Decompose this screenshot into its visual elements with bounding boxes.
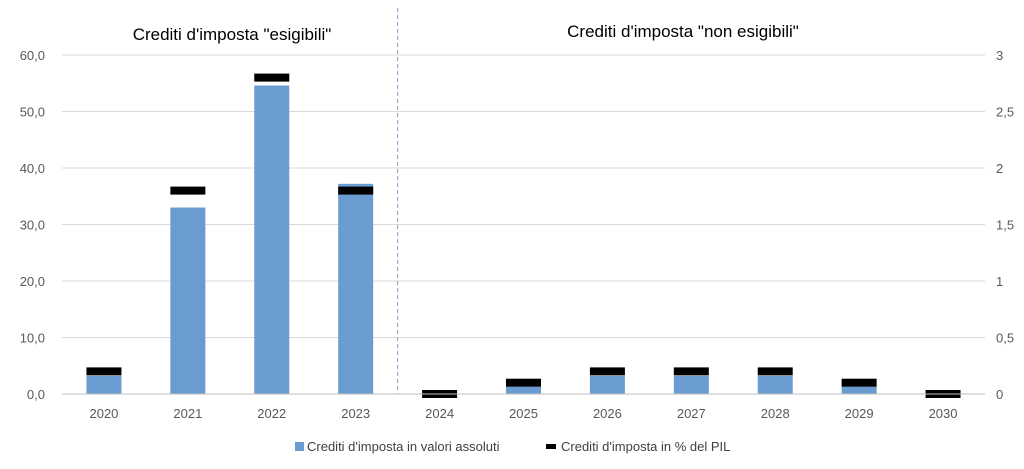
section-title-esigibili: Crediti d'imposta "esigibili" [133, 25, 332, 44]
left-tick-label: 0,0 [27, 387, 45, 402]
x-tick-label: 2021 [173, 406, 202, 421]
section-title-non-esigibili: Crediti d'imposta "non esigibili" [567, 22, 799, 41]
left-axis-ticks: 0,0 10,0 20,0 30,0 40,0 50,0 60,0 [20, 48, 45, 402]
right-tick-label: 1,5 [996, 218, 1014, 233]
bar-2021 [170, 207, 206, 394]
right-tick-label: 0 [996, 387, 1003, 402]
gridlines [62, 54, 985, 338]
pil-marker-2026 [589, 367, 625, 376]
left-tick-label: 60,0 [20, 48, 45, 63]
x-tick-label: 2029 [845, 406, 874, 421]
x-tick-label: 2020 [89, 406, 118, 421]
x-tick-label: 2028 [761, 406, 790, 421]
left-tick-label: 40,0 [20, 161, 45, 176]
pil-marker-2029 [841, 378, 877, 387]
left-tick-label: 30,0 [20, 218, 45, 233]
pil-marker-2027 [673, 367, 709, 376]
legend-label-pil: Crediti d'imposta in % del PIL [561, 439, 730, 454]
right-axis-ticks: 0 0,5 1 1,5 2 2,5 3 [996, 48, 1014, 402]
bar-2026 [589, 375, 625, 394]
right-tick-label: 2,5 [996, 105, 1014, 120]
right-tick-label: 1 [996, 274, 1003, 289]
pil-marker-2020 [86, 367, 122, 376]
legend-swatch-pil [546, 444, 556, 449]
bar-2029 [841, 386, 877, 394]
legend: Crediti d'imposta in valori assoluti Cre… [295, 439, 730, 454]
pil-marker-2028 [757, 367, 793, 376]
x-tick-label: 2030 [929, 406, 958, 421]
x-tick-label: 2022 [257, 406, 286, 421]
bar-2025 [506, 386, 541, 394]
right-tick-label: 0,5 [996, 331, 1014, 346]
pil-marker-2022 [254, 73, 290, 82]
pil-marker-2025 [506, 378, 541, 387]
x-tick-label: 2026 [593, 406, 622, 421]
pil-marker-2021 [170, 186, 206, 195]
right-tick-label: 3 [996, 48, 1003, 63]
left-tick-label: 10,0 [20, 331, 45, 346]
pil-marker-2023 [338, 186, 374, 195]
left-tick-label: 50,0 [20, 105, 45, 120]
x-tick-label: 2023 [341, 406, 370, 421]
bar-2020 [86, 375, 122, 394]
right-tick-label: 2 [996, 161, 1003, 176]
left-tick-label: 20,0 [20, 274, 45, 289]
x-tick-label: 2024 [425, 406, 454, 421]
bar-2022 [254, 85, 290, 394]
x-tick-label: 2027 [677, 406, 706, 421]
pil-markers [86, 73, 961, 398]
x-tick-label: 2025 [509, 406, 538, 421]
legend-swatch-valori-assoluti [295, 442, 304, 451]
legend-label-valori-assoluti: Crediti d'imposta in valori assoluti [307, 439, 500, 454]
bar-2027 [673, 375, 709, 394]
bars [86, 85, 877, 394]
x-axis-ticks: 2020 2021 2022 2023 2024 2025 2026 2027 2028 2029… [89, 406, 957, 421]
bar-2028 [757, 375, 793, 394]
bar-2023 [338, 183, 374, 394]
